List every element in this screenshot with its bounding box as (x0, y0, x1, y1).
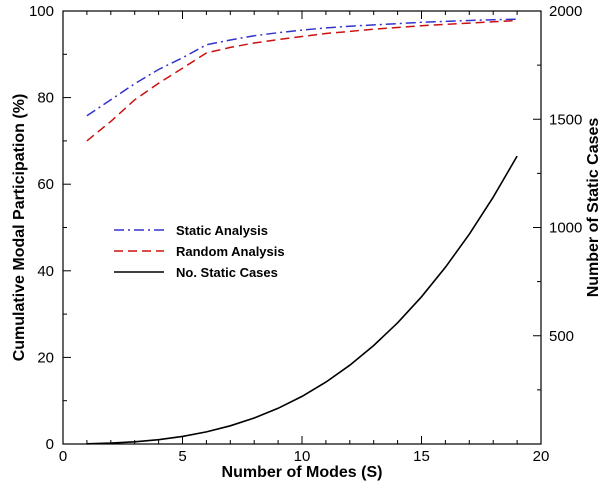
y-left-tick-label: 0 (46, 436, 54, 453)
plot-frame (62, 10, 542, 445)
series-line-0 (86, 18, 518, 117)
x-tick-label: 20 (533, 448, 550, 465)
legend: Static Analysis Random Analysis No. Stat… (114, 223, 285, 280)
legend-label-random-analysis: Random Analysis (176, 244, 285, 259)
y-left-tick-label: 60 (37, 176, 54, 193)
axis-ticks (62, 10, 542, 445)
x-tick-label: 5 (178, 448, 186, 465)
tick-labels: 0 5 10 15 20 0 20 40 60 80 100 500 1000 1500 2000 (29, 3, 582, 465)
series-line-2 (86, 155, 518, 445)
y-right-tick-label: 500 (549, 328, 574, 345)
y-axis-left-title: Cumulative Modal Participation (%) (11, 94, 28, 362)
series-lines (86, 18, 518, 445)
x-tick-label: 15 (413, 448, 430, 465)
plot-area (62, 10, 542, 445)
x-tick-label: 0 (59, 448, 67, 465)
y-right-tick-label: 2000 (549, 3, 582, 20)
y-right-tick-label: 1500 (549, 111, 582, 128)
x-tick-label: 10 (294, 448, 311, 465)
legend-label-static-analysis: Static Analysis (176, 223, 268, 238)
y-left-tick-label: 100 (29, 3, 54, 20)
x-axis-title: Number of Modes (S) (222, 464, 383, 481)
y-left-tick-label: 80 (37, 90, 54, 107)
y-axis-right-title: Number of Static Cases (585, 118, 602, 298)
series-line-1 (86, 19, 518, 142)
legend-label-no-static-cases: No. Static Cases (176, 265, 278, 280)
y-left-tick-label: 20 (37, 349, 54, 366)
y-left-tick-label: 40 (37, 263, 54, 280)
y-right-tick-label: 1000 (549, 220, 582, 237)
